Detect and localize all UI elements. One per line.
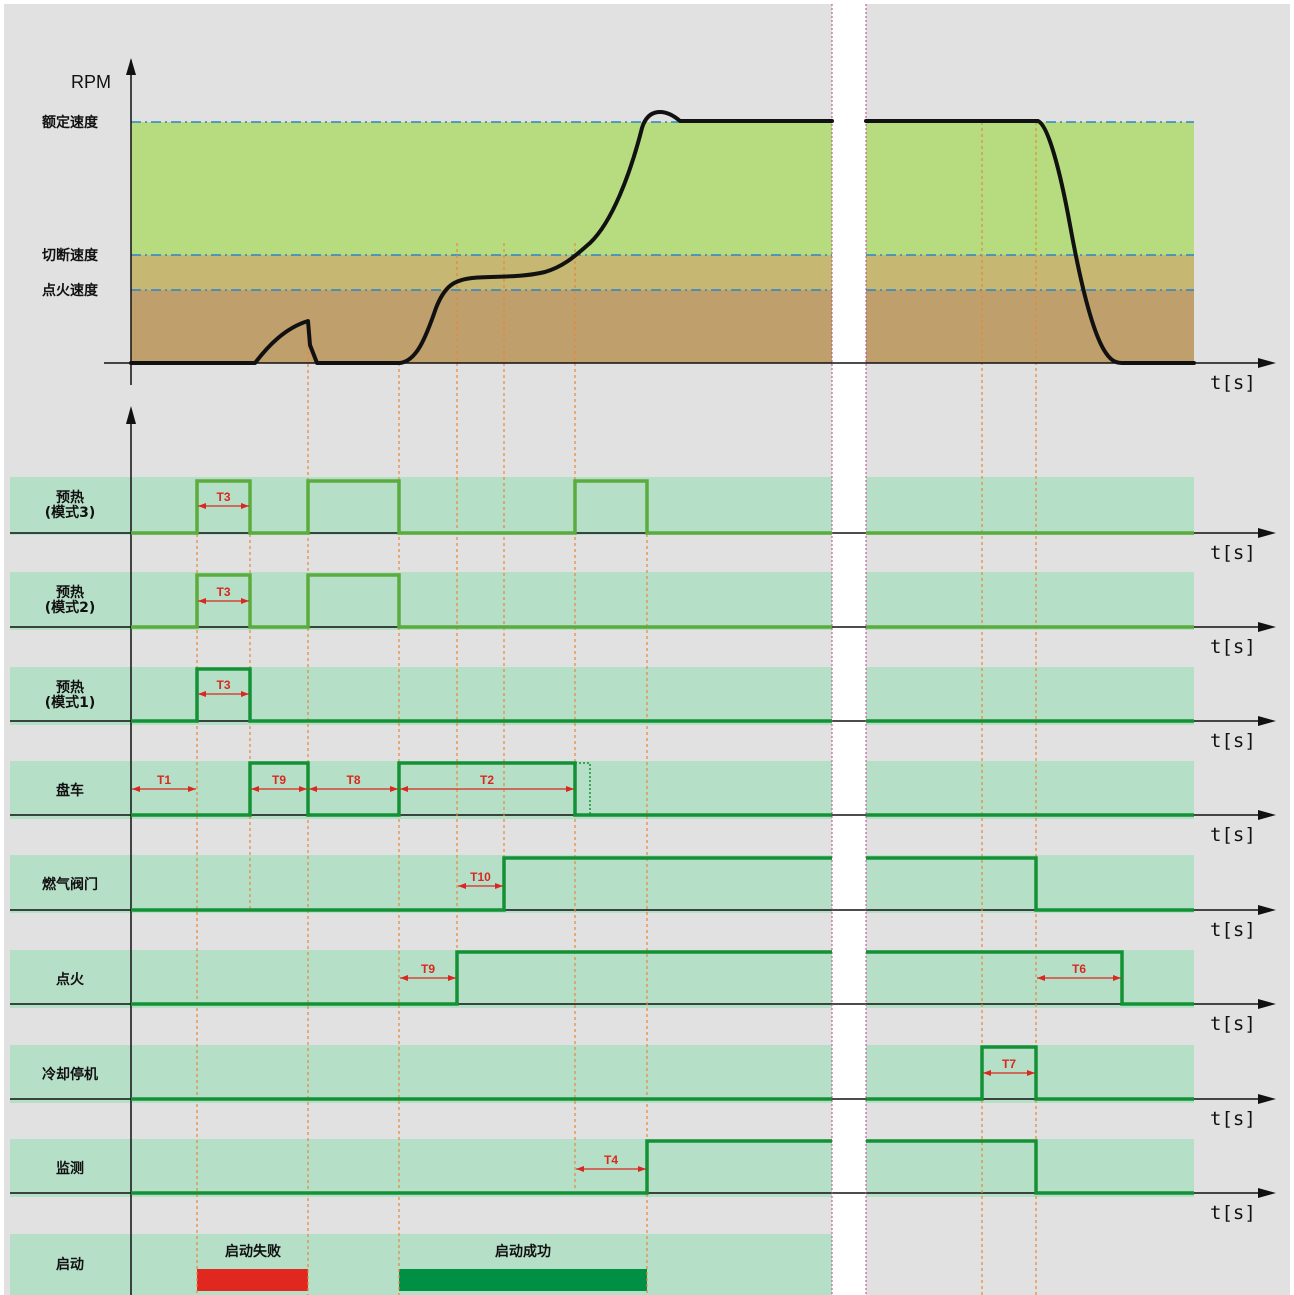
row-band: [10, 1139, 832, 1197]
time-axis-arrow: [1258, 1094, 1276, 1104]
rpm-curve: [129, 110, 1196, 365]
row-band-right: [866, 855, 1194, 913]
zone-ignition: [131, 290, 832, 363]
level-label-ignition: 点火速度: [42, 282, 99, 299]
timer-label-t3: T3: [216, 585, 230, 599]
time-axis-label: t[s]: [1210, 636, 1256, 658]
cranking-extension-dotted: [575, 762, 591, 815]
trace-ignition: [131, 950, 832, 1006]
signal-y-axis-arrow: [126, 406, 136, 424]
row-band-right: [866, 761, 1194, 819]
trace-monitoring: [131, 1139, 832, 1195]
trace-cranking: [131, 761, 832, 817]
row-label-ignition: 点火: [56, 971, 85, 988]
timer-annotations: T3 T3 T3 T1 T9 T8 T2 T10 T9 T6 T7 T4: [132, 490, 1121, 1172]
zone-rated-right: [866, 122, 1194, 255]
time-axis-arrow: [1258, 810, 1276, 820]
timer-label-t4: T4: [604, 1153, 618, 1167]
row-band-right: [866, 572, 1194, 630]
time-axis-arrow: [1258, 528, 1276, 538]
row-band: [10, 761, 832, 819]
rpm-curve-right: [864, 119, 1196, 365]
trace-preheat2: [131, 573, 832, 629]
timer-label-t1: T1: [157, 773, 171, 787]
row-band: [10, 477, 832, 535]
row-band-right: [866, 1045, 1194, 1103]
row-label-cooldown: 冷却停机: [42, 1066, 98, 1083]
row-band: [10, 667, 832, 725]
time-axis-label: t[s]: [1210, 730, 1256, 752]
start-failed-bar: [197, 1269, 308, 1291]
row-labels: 预热(模式3)t[s]预热(模式2)t[s]预热(模式1)t[s]盘车t[s]燃…: [42, 489, 1256, 1273]
trace-cooldown-right: [866, 1045, 1194, 1101]
timer-label-t8: T8: [346, 773, 360, 787]
rpm-zones: [131, 122, 1194, 363]
timer-label-t10: T10: [470, 870, 491, 884]
time-axis-arrow: [1258, 622, 1276, 632]
trace-preheat3: [131, 479, 832, 535]
row-label-preheat1: 预热: [56, 679, 84, 696]
time-axis-label: t[s]: [1210, 1013, 1256, 1035]
timer-label-t2: T2: [480, 773, 494, 787]
trace-monitoring-right: [866, 1139, 1194, 1195]
row-band-right: [866, 950, 1194, 1008]
time-axis-label: t[s]: [1210, 824, 1256, 846]
row-band: [10, 1045, 832, 1103]
row-band-right: [866, 667, 1194, 725]
timer-label-t9: T9: [272, 773, 286, 787]
row-label-gas_valve: 燃气阀门: [42, 876, 98, 893]
zone-rated: [131, 122, 832, 255]
time-axis-label: t[s]: [1210, 919, 1256, 941]
row-band-right: [866, 1139, 1194, 1197]
row-label-monitoring: 监测: [56, 1160, 84, 1177]
row-label-preheat3: (模式3): [45, 504, 96, 521]
signal-traces: [131, 479, 1194, 1195]
trace-preheat1: [131, 667, 832, 723]
time-axis-label: t[s]: [1210, 1108, 1256, 1130]
level-label-cutoff: 切断速度: [42, 247, 99, 264]
timer-label-t3: T3: [216, 490, 230, 504]
trace-gas-valve-right: [866, 856, 1194, 912]
rpm-curve-left: [129, 110, 834, 365]
row-bands: [10, 477, 1276, 1295]
start-failed-label: 启动失败: [225, 1243, 282, 1260]
level-label-rated: 额定速度: [42, 114, 99, 131]
row-band: [10, 855, 832, 913]
rpm-x-axis-label: t[s]: [1210, 372, 1256, 394]
time-axis-arrow: [1258, 1188, 1276, 1198]
zone-cutoff-right: [866, 255, 1194, 290]
time-axis-label: t[s]: [1210, 542, 1256, 564]
row-band: [10, 572, 832, 630]
timer-label-t9: T9: [421, 962, 435, 976]
time-axis-label: t[s]: [1210, 1202, 1256, 1224]
row-label-preheat2: (模式2): [45, 599, 96, 616]
row-label-preheat1: (模式1): [45, 694, 96, 711]
trace-ignition-right: [866, 950, 1194, 1006]
start-success-label: 启动成功: [495, 1243, 551, 1260]
row-label-preheat2: 预热: [56, 584, 84, 601]
row-label-preheat3: 预热: [56, 489, 84, 506]
time-axis-arrow: [1258, 716, 1276, 726]
start-success-bar: [399, 1269, 647, 1291]
zone-ignition-right: [866, 290, 1194, 363]
row-label-cranking: 盘车: [56, 782, 84, 799]
time-axis-arrow: [1258, 905, 1276, 915]
row-label-start: 启动: [56, 1256, 84, 1273]
time-axis-arrow: [1258, 999, 1276, 1009]
timer-label-t6: T6: [1072, 962, 1086, 976]
timer-label-t7: T7: [1002, 1057, 1016, 1071]
timer-label-t3: T3: [216, 678, 230, 692]
rpm-axis-label: RPM: [71, 72, 111, 92]
zone-cutoff: [131, 255, 832, 290]
rpm-y-axis-arrow: [126, 58, 136, 75]
row-band: [10, 950, 832, 1008]
row-band-right: [866, 477, 1194, 535]
rpm-x-axis-arrow: [1258, 358, 1276, 368]
trace-gas-valve: [131, 856, 832, 912]
